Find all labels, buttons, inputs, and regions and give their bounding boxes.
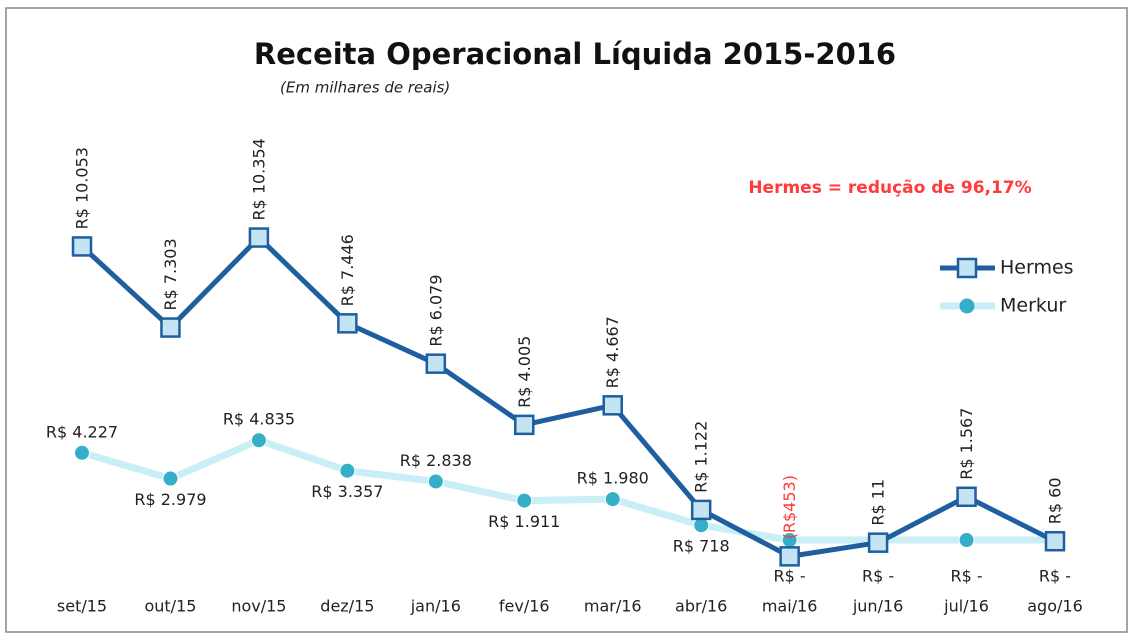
x-tick-label: mar/16 <box>584 597 642 616</box>
x-tick-label: jun/16 <box>852 597 903 616</box>
marker <box>425 353 447 374</box>
data-label: R$ 10.354 <box>249 138 268 220</box>
marker <box>779 546 800 567</box>
data-label: R$ 3.357 <box>311 482 383 501</box>
marker <box>602 395 623 416</box>
data-label: R$ - <box>950 567 982 586</box>
marker <box>339 462 356 479</box>
x-tick-label: fev/16 <box>499 597 550 616</box>
legend-swatch <box>956 257 978 279</box>
data-label: R$ 1.980 <box>577 469 649 488</box>
data-label: R$ 7.446 <box>338 234 357 306</box>
marker <box>71 236 93 257</box>
marker <box>1044 530 1066 552</box>
marker <box>337 313 358 334</box>
x-tick-label: jul/16 <box>943 597 989 616</box>
data-label: R$ 6.079 <box>426 274 445 346</box>
data-label: R$ - <box>1039 567 1071 586</box>
data-label: R$ 1.911 <box>488 512 560 531</box>
data-label: R$ 4.005 <box>515 336 534 408</box>
series-line <box>81 436 1055 544</box>
chart-title: Receita Operacional Líquida 2015-2016 <box>254 37 896 71</box>
marker <box>956 486 977 508</box>
legend-label: Merkur <box>1000 295 1066 317</box>
x-tick-label: nov/15 <box>231 597 286 616</box>
data-label: R$ 718 <box>673 537 730 556</box>
marker <box>74 444 90 461</box>
marker <box>160 317 181 338</box>
marker <box>604 491 621 508</box>
chart-subtitle: (Em milhares de reais) <box>280 79 450 97</box>
x-tick-label: mai/16 <box>762 597 818 616</box>
marker <box>690 499 712 521</box>
x-tick-label: jan/16 <box>410 597 461 616</box>
data-label: R$ 2.979 <box>134 490 206 509</box>
marker <box>248 227 270 248</box>
data-label: R$ 4.835 <box>223 410 295 429</box>
data-label: R$ 11 <box>869 479 888 526</box>
data-label: R$ 2.838 <box>400 451 472 470</box>
marker <box>514 414 535 436</box>
legend-label: Hermes <box>1000 257 1074 279</box>
x-tick-label: abr/16 <box>675 597 727 616</box>
data-label: (R$453) <box>780 475 799 539</box>
data-label: R$ 4.667 <box>603 316 622 388</box>
chart-frame <box>5 7 1128 633</box>
data-label: R$ 60 <box>1046 477 1065 524</box>
data-label: R$ 10.053 <box>73 147 92 229</box>
data-label: R$ 4.227 <box>46 422 118 441</box>
data-label: R$ - <box>774 567 806 586</box>
marker <box>958 532 975 549</box>
x-tick-label: ago/16 <box>1027 597 1083 616</box>
marker <box>250 432 267 449</box>
x-tick-label: dez/15 <box>320 597 374 616</box>
data-label: R$ 7.303 <box>161 238 180 310</box>
data-label: R$ 1.122 <box>692 421 711 493</box>
annotation: Hermes = redução de 96,17% <box>748 178 1031 198</box>
data-label: R$ - <box>862 567 894 586</box>
marker <box>516 492 533 509</box>
marker <box>427 473 444 490</box>
data-label: R$ 1.567 <box>957 408 976 480</box>
marker <box>162 470 179 487</box>
x-tick-label: set/15 <box>57 597 107 616</box>
series-line <box>80 235 1057 559</box>
legend-swatch <box>959 298 975 314</box>
marker <box>867 532 889 553</box>
x-tick-label: out/15 <box>144 597 196 616</box>
